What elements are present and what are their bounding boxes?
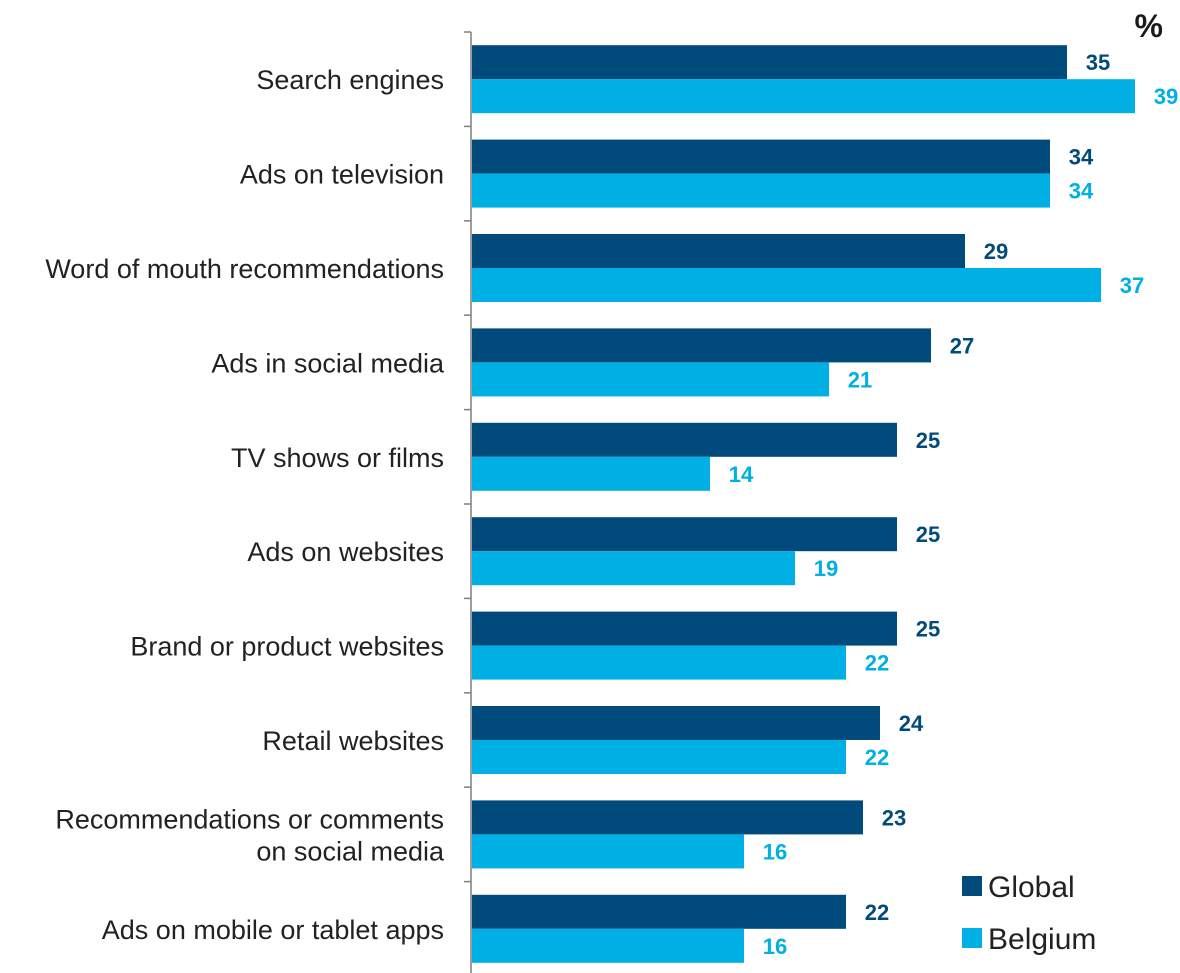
bar-belgium [472,79,1135,114]
legend: Global Belgium [962,871,1096,956]
data-label-belgium: 21 [848,367,872,392]
bar-belgium [472,740,846,774]
axis [464,31,472,973]
legend-label-global: Global [988,871,1075,904]
data-label-global: 25 [916,617,940,642]
bar-belgium [472,645,846,680]
category-label: Brand or product websites [130,632,444,662]
data-label-belgium: 39 [1154,84,1178,109]
data-label-belgium: 22 [865,745,889,770]
category-label: Retail websites [262,726,444,756]
bar-global [472,894,846,929]
bar-global [472,139,1050,174]
bar-belgium [472,456,710,491]
data-label-belgium: 34 [1069,179,1094,204]
bars [472,45,1135,963]
category-label: Ads on television [240,160,444,190]
data-label-belgium: 37 [1120,273,1144,298]
data-label-global: 27 [950,333,974,358]
unit-label: % [1135,8,1163,44]
category-label: Search engines [256,65,444,95]
category-label: Recommendations or comments on social med… [55,804,445,866]
bar-belgium [472,268,1101,302]
category-label: Word of mouth recommendations [45,254,444,284]
bar-belgium [472,928,744,963]
bar-global [472,45,1067,80]
data-label-global: 29 [984,239,1008,264]
data-label-global: 25 [916,522,940,547]
bar-belgium [472,834,744,869]
data-label-belgium: 16 [763,934,787,959]
bar-global [472,517,897,552]
bar-global [472,422,897,457]
category-label: TV shows or films [231,443,444,473]
data-label-global: 22 [865,900,889,925]
data-label-belgium: 22 [865,651,889,676]
bar-global [472,234,965,268]
data-label-global: 35 [1086,50,1110,75]
data-label-belgium: 14 [729,462,754,487]
legend-swatch-global [962,876,982,896]
legend-swatch-belgium [962,928,982,948]
bar-belgium [472,173,1050,208]
bar-global [472,800,863,835]
data-label-global: 23 [882,805,906,830]
data-label-global: 24 [899,711,924,736]
data-label-belgium: 19 [814,556,838,581]
legend-label-belgium: Belgium [988,923,1096,956]
labels: Search engines 35 39 Ads on television 34 34 W… [45,50,1178,959]
bar-global [472,611,897,646]
bar-belgium [472,551,795,586]
category-label: Ads on mobile or tablet apps [102,915,444,945]
category-label: Ads in social media [211,348,445,378]
data-label-belgium: 16 [763,839,787,864]
bar-belgium [472,362,829,397]
data-label-global: 25 [916,428,940,453]
data-label-global: 34 [1069,145,1094,170]
category-label: Ads on websites [247,537,444,567]
bar-global [472,706,880,740]
bar-global [472,328,931,363]
